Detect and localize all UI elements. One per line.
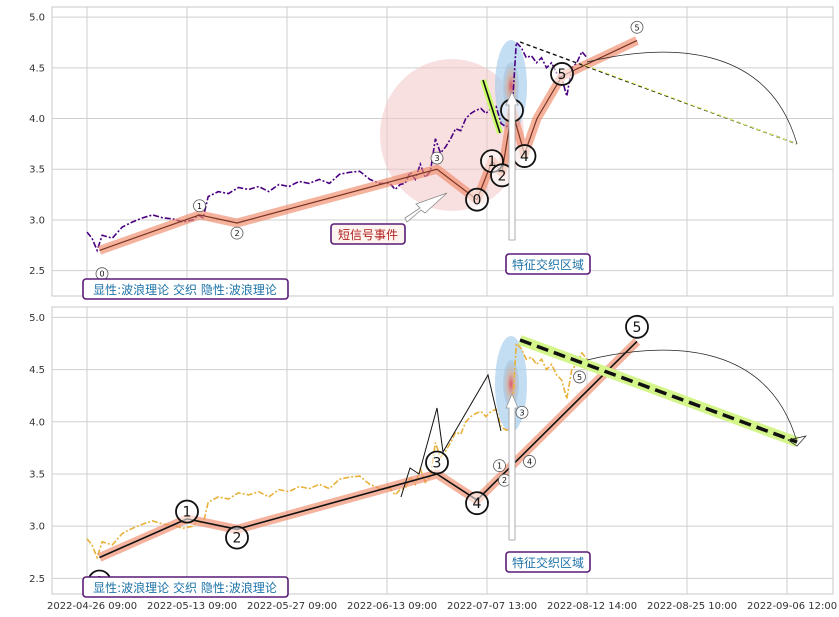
wave-pivot-label: 5 <box>633 320 642 336</box>
y-tick-label: 5.0 <box>29 13 45 24</box>
wave-pivot-label: 4 <box>527 457 532 466</box>
y-tick-label: 4.0 <box>29 114 45 125</box>
wave-pivot-label: 1 <box>183 505 192 521</box>
wave-pivot-label: 5 <box>577 373 582 382</box>
x-tick-label: 2022-07-07 13:00 <box>447 601 537 612</box>
top-y-axis: 2.5 3.0 3.5 4.0 4.5 5.0 <box>29 13 45 278</box>
bottom-minor-wave <box>400 373 502 498</box>
wave-pivot-marker: 5 <box>625 314 649 339</box>
wave-pivot-label: 2 <box>498 168 507 184</box>
y-tick-label: 4.5 <box>29 63 45 74</box>
wave-pivot-label: 2 <box>233 531 242 547</box>
wave-pivot-marker: 5 <box>550 62 574 86</box>
wave-pivot-marker: 2 <box>230 226 244 240</box>
wave-pivot-marker: 4 <box>523 455 536 468</box>
y-tick-label: 3.0 <box>29 215 45 226</box>
wave-pivot-marker: 4 <box>465 491 489 516</box>
x-tick-label: 2022-08-12 14:00 <box>547 601 637 612</box>
y-tick-label: 5.0 <box>29 313 45 324</box>
bottom-feature-zone-label: 特征交织区域 <box>512 555 584 570</box>
bottom-y-axis: 2.5 3.0 3.5 4.0 4.5 5.0 <box>29 313 45 585</box>
wave-pivot-label: 5 <box>634 23 639 32</box>
wave-pivot-label: 4 <box>473 496 482 512</box>
wave-pivot-marker: 1 <box>175 499 199 524</box>
y-tick-label: 3.5 <box>29 469 45 480</box>
wave-pivot-marker: 0 <box>465 187 489 212</box>
bottom-arc-tip <box>787 435 807 447</box>
wave-pivot-marker: 4 <box>512 144 537 168</box>
wave-pivot-marker: 0 <box>95 267 109 281</box>
top-panel: 2.53.03.54.04.55.0 01230123455 短信号事件 特征交… <box>29 6 834 300</box>
wave-pivot-label: 2 <box>234 229 239 238</box>
wave-pivot-marker: 3 <box>515 406 529 419</box>
top-legend-box: 显性:波浪理论 交织 隐性:波浪理论 <box>82 278 289 300</box>
bottom-arc-arrow <box>586 349 798 443</box>
x-tick-label: 2022-05-13 09:00 <box>147 601 237 612</box>
y-tick-label: 3.5 <box>29 165 45 176</box>
top-short-signal-label: 短信号事件 <box>338 228 398 242</box>
x-tick-label: 2022-05-27 09:00 <box>247 601 337 612</box>
top-arc-arrow <box>586 51 798 145</box>
y-tick-label: 2.5 <box>29 266 45 277</box>
top-zone-arrow <box>505 91 519 241</box>
top-legend-label: 显性:波浪理论 交织 隐性:波浪理论 <box>93 282 277 297</box>
bottom-feature-zone-box: 特征交织区域 <box>505 551 591 573</box>
wave-pivot-marker: 1 <box>193 199 206 213</box>
wave-pivot-label: 5 <box>558 67 567 83</box>
wave-pivot-label: 0 <box>99 270 104 279</box>
wave-pivot-marker: 3 <box>430 151 444 165</box>
wave-pivot-label: 1 <box>488 154 497 170</box>
x-tick-label: 2022-08-25 10:00 <box>647 601 737 612</box>
wave-pivot-label: 1 <box>197 202 202 211</box>
wave-pivot-marker: 5 <box>573 370 586 384</box>
bottom-zone-arrow <box>505 392 519 541</box>
x-tick-label: 2022-09-06 12:00 <box>747 601 837 612</box>
wave-pivot-label: 3 <box>519 408 524 417</box>
wave-pivot-marker: 2 <box>225 525 249 550</box>
wave-pivot-label: 4 <box>520 149 529 165</box>
wave-pivot-label: 1 <box>497 462 502 471</box>
y-tick-label: 4.5 <box>29 365 45 376</box>
wave-pivot-marker: 1 <box>493 459 506 473</box>
x-axis: 2022-04-26 09:00 2022-05-13 09:00 2022-05-… <box>47 601 837 612</box>
wave-pivot-label: 3 <box>433 456 442 472</box>
wave-pivot-marker: 3 <box>425 450 449 475</box>
y-tick-label: 2.5 <box>29 574 45 585</box>
wave-pivot-label: 0 <box>473 193 482 209</box>
wave-pivot-label: 2 <box>502 476 507 485</box>
bottom-price-series <box>86 341 588 560</box>
top-short-signal-box: 短信号事件 <box>330 223 406 245</box>
wave-pivot-label: 3 <box>434 154 439 163</box>
top-feature-zone-box: 特征交织区域 <box>505 253 591 275</box>
top-signal-arrow <box>404 192 448 223</box>
top-feature-zone-label: 特征交织区域 <box>512 257 584 272</box>
y-tick-label: 3.0 <box>29 522 45 533</box>
bottom-zigzag-line <box>99 340 638 559</box>
bottom-projection <box>519 338 798 444</box>
x-tick-label: 2022-04-26 09:00 <box>47 601 137 612</box>
wave-pivot-marker: 5 <box>630 20 644 34</box>
top-green-stroke-core <box>482 79 501 134</box>
y-tick-label: 4.0 <box>29 417 45 428</box>
x-tick-label: 2022-06-13 09:00 <box>347 601 437 612</box>
bottom-legend-box: 显性:波浪理论 交织 隐性:波浪理论 <box>82 576 289 598</box>
bottom-legend-label: 显性:波浪理论 交织 隐性:波浪理论 <box>93 580 277 595</box>
